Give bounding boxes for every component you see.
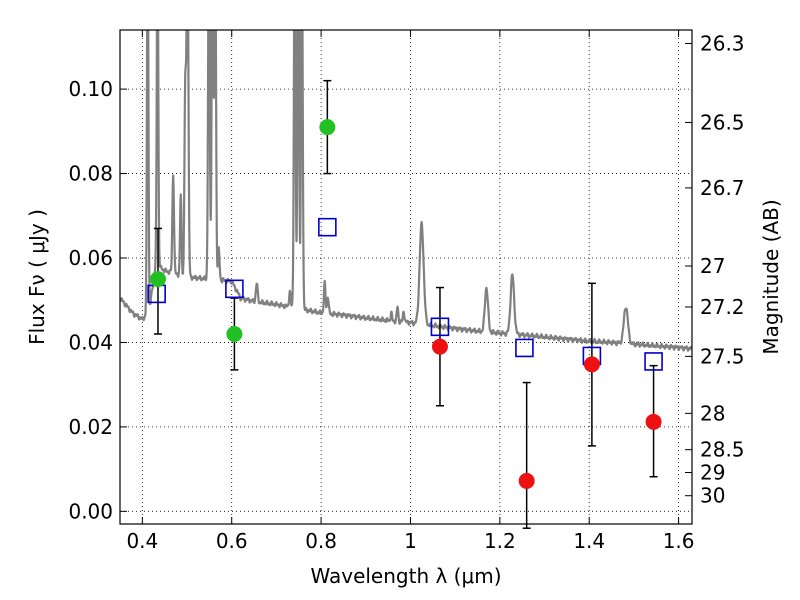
- y-axis-label: Flux Fν ( μJy ): [25, 209, 49, 345]
- x-tick-label: 1.2: [484, 529, 516, 553]
- model-photometry-square: [644, 352, 663, 371]
- detection-point-red: [583, 356, 600, 373]
- y-tick-label: 0.10: [68, 77, 113, 101]
- detection-point-red: [645, 413, 662, 430]
- x-tick-label: 1.6: [663, 529, 695, 553]
- right-tick-label: 27.5: [700, 344, 745, 368]
- detection-point-green: [319, 119, 336, 136]
- y-tick-label: 0.08: [68, 162, 113, 186]
- markers: [147, 119, 663, 489]
- right-tick-label: 26.5: [700, 110, 745, 134]
- y-tick-label: 0.06: [68, 246, 113, 270]
- x-axis-label: Wavelength λ (μm): [310, 564, 501, 588]
- right-tick-label: 28.5: [700, 438, 745, 462]
- x-tick-label: 1.4: [573, 529, 605, 553]
- right-tick-label: 30: [700, 484, 725, 508]
- detection-point-green: [226, 326, 243, 342]
- right-tick-label: 27.2: [700, 295, 745, 319]
- model-photometry-square: [430, 317, 450, 337]
- detection-point-red: [431, 338, 448, 355]
- x-tick-label: 0.8: [305, 529, 337, 553]
- x-tick-label: 0.6: [216, 529, 248, 553]
- model-spectrum-line: [120, 30, 692, 352]
- right-tick-label: 26.3: [700, 32, 745, 56]
- plot-frame: [119, 29, 693, 525]
- x-tick-label: 1: [404, 529, 417, 553]
- right-tick-label: 26.7: [700, 176, 745, 200]
- model-photometry-square: [318, 217, 337, 237]
- detection-point-green: [149, 271, 166, 288]
- x-tick-label: 0.4: [126, 529, 158, 553]
- right-tick-label: 28: [700, 401, 725, 425]
- right-tick-label: 27: [700, 254, 725, 278]
- plot-area: [120, 30, 692, 352]
- right-axis-label: Magnitude (AB): [759, 199, 783, 354]
- model-photometry-square: [515, 338, 534, 358]
- model-photometry-square: [225, 279, 244, 299]
- y-tick-label: 0.00: [68, 499, 113, 523]
- y-tick-label: 0.04: [68, 330, 113, 354]
- right-tick-label: 29: [700, 460, 725, 484]
- ticks: 0.4 0.6 0.8 1 1.2 1.4 1.6 0.00 0.02 0.04 0.06 0.08 0…: [68, 30, 745, 553]
- y-tick-label: 0.02: [68, 415, 113, 439]
- detection-point-red: [518, 472, 535, 489]
